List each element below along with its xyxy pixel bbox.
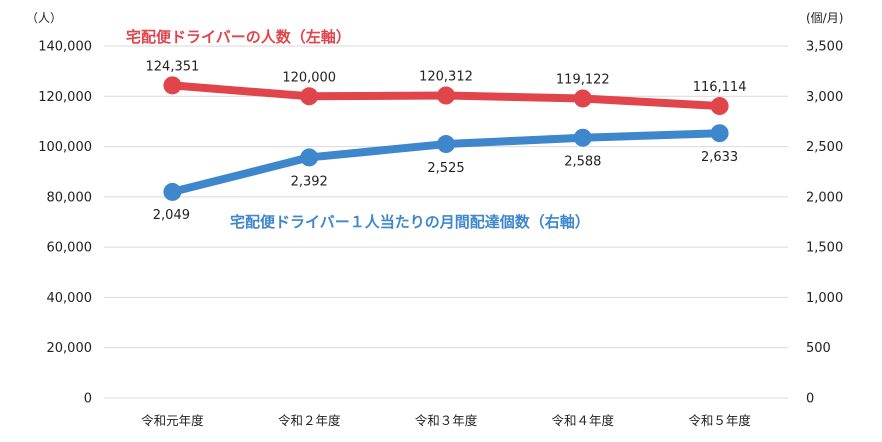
data-point-series-0 (437, 86, 455, 105)
data-point-series-1 (710, 124, 729, 143)
series-layer: 124,351 120,000 120,312 119,122 116,114 2,049… (146, 59, 747, 223)
series-title-deliveries-per-driver: 宅配便ドライバー１人当たりの月間配達個数（右軸） (230, 213, 590, 231)
data-point-series-0 (163, 76, 182, 95)
left-y-axis: （人） 0 20,000 40,000 60,000 80,000 100,000 120,… (26, 11, 92, 407)
right-axis-tick-label: 2,500 (806, 140, 843, 155)
data-point-series-1 (573, 128, 592, 147)
x-axis-category-label: 令和４年度 (552, 413, 615, 428)
series-titles: 宅配便ドライバーの人数（左軸） 宅配便ドライバー１人当たりの月間配達個数（右軸） (126, 28, 590, 231)
left-axis-tick-label: 120,000 (38, 90, 92, 105)
x-axis-category-label: 令和２年度 (278, 413, 341, 428)
data-label-series-1: 2,525 (427, 161, 464, 176)
data-point-series-1 (300, 148, 319, 167)
right-axis-unit-label: (個/月) (806, 11, 843, 25)
data-label-series-0: 120,000 (282, 70, 336, 85)
data-label-series-1: 2,633 (701, 150, 738, 165)
data-point-series-0 (300, 87, 319, 106)
left-axis-unit-label: （人） (26, 11, 62, 25)
data-label-series-0: 119,122 (556, 72, 610, 87)
data-label-series-0: 120,312 (419, 70, 473, 85)
data-point-series-1 (163, 182, 182, 201)
data-label-series-0: 116,114 (693, 80, 747, 95)
data-label-series-1: 2,392 (291, 174, 328, 189)
right-axis-tick-label: 500 (806, 341, 831, 356)
data-label-series-1: 2,588 (564, 155, 601, 170)
right-axis-tick-label: 3,500 (806, 40, 843, 55)
left-axis-tick-label: 0 (84, 392, 92, 407)
left-axis-tick-label: 140,000 (38, 40, 92, 55)
right-axis-tick-label: 2,000 (806, 190, 843, 205)
series-title-driver-count: 宅配便ドライバーの人数（左軸） (126, 28, 351, 46)
left-axis-tick-label: 20,000 (47, 341, 93, 356)
data-label-series-1: 2,049 (153, 208, 190, 223)
left-axis-tick-label: 100,000 (38, 140, 92, 155)
right-axis-tick-label: 3,000 (806, 90, 843, 105)
right-axis-tick-label: 0 (806, 392, 814, 407)
x-axis-category-label: 令和５年度 (688, 413, 751, 428)
x-axis-category-label: 令和元年度 (141, 413, 204, 428)
x-axis: 令和元年度 令和２年度 令和３年度 令和４年度 令和５年度 (141, 413, 751, 428)
right-y-axis: (個/月) 0 500 1,000 1,500 2,000 2,500 3,000 3,500 (806, 11, 843, 407)
x-axis-category-label: 令和３年度 (415, 413, 478, 428)
data-label-series-0: 124,351 (146, 59, 200, 74)
left-axis-tick-label: 40,000 (47, 291, 93, 306)
data-point-series-0 (573, 89, 592, 108)
left-axis-tick-label: 60,000 (47, 241, 93, 256)
left-axis-tick-label: 80,000 (47, 190, 93, 205)
right-axis-tick-label: 1,000 (806, 291, 843, 306)
data-point-series-1 (437, 135, 455, 154)
data-point-series-0 (710, 97, 729, 116)
right-axis-tick-label: 1,500 (806, 241, 843, 256)
